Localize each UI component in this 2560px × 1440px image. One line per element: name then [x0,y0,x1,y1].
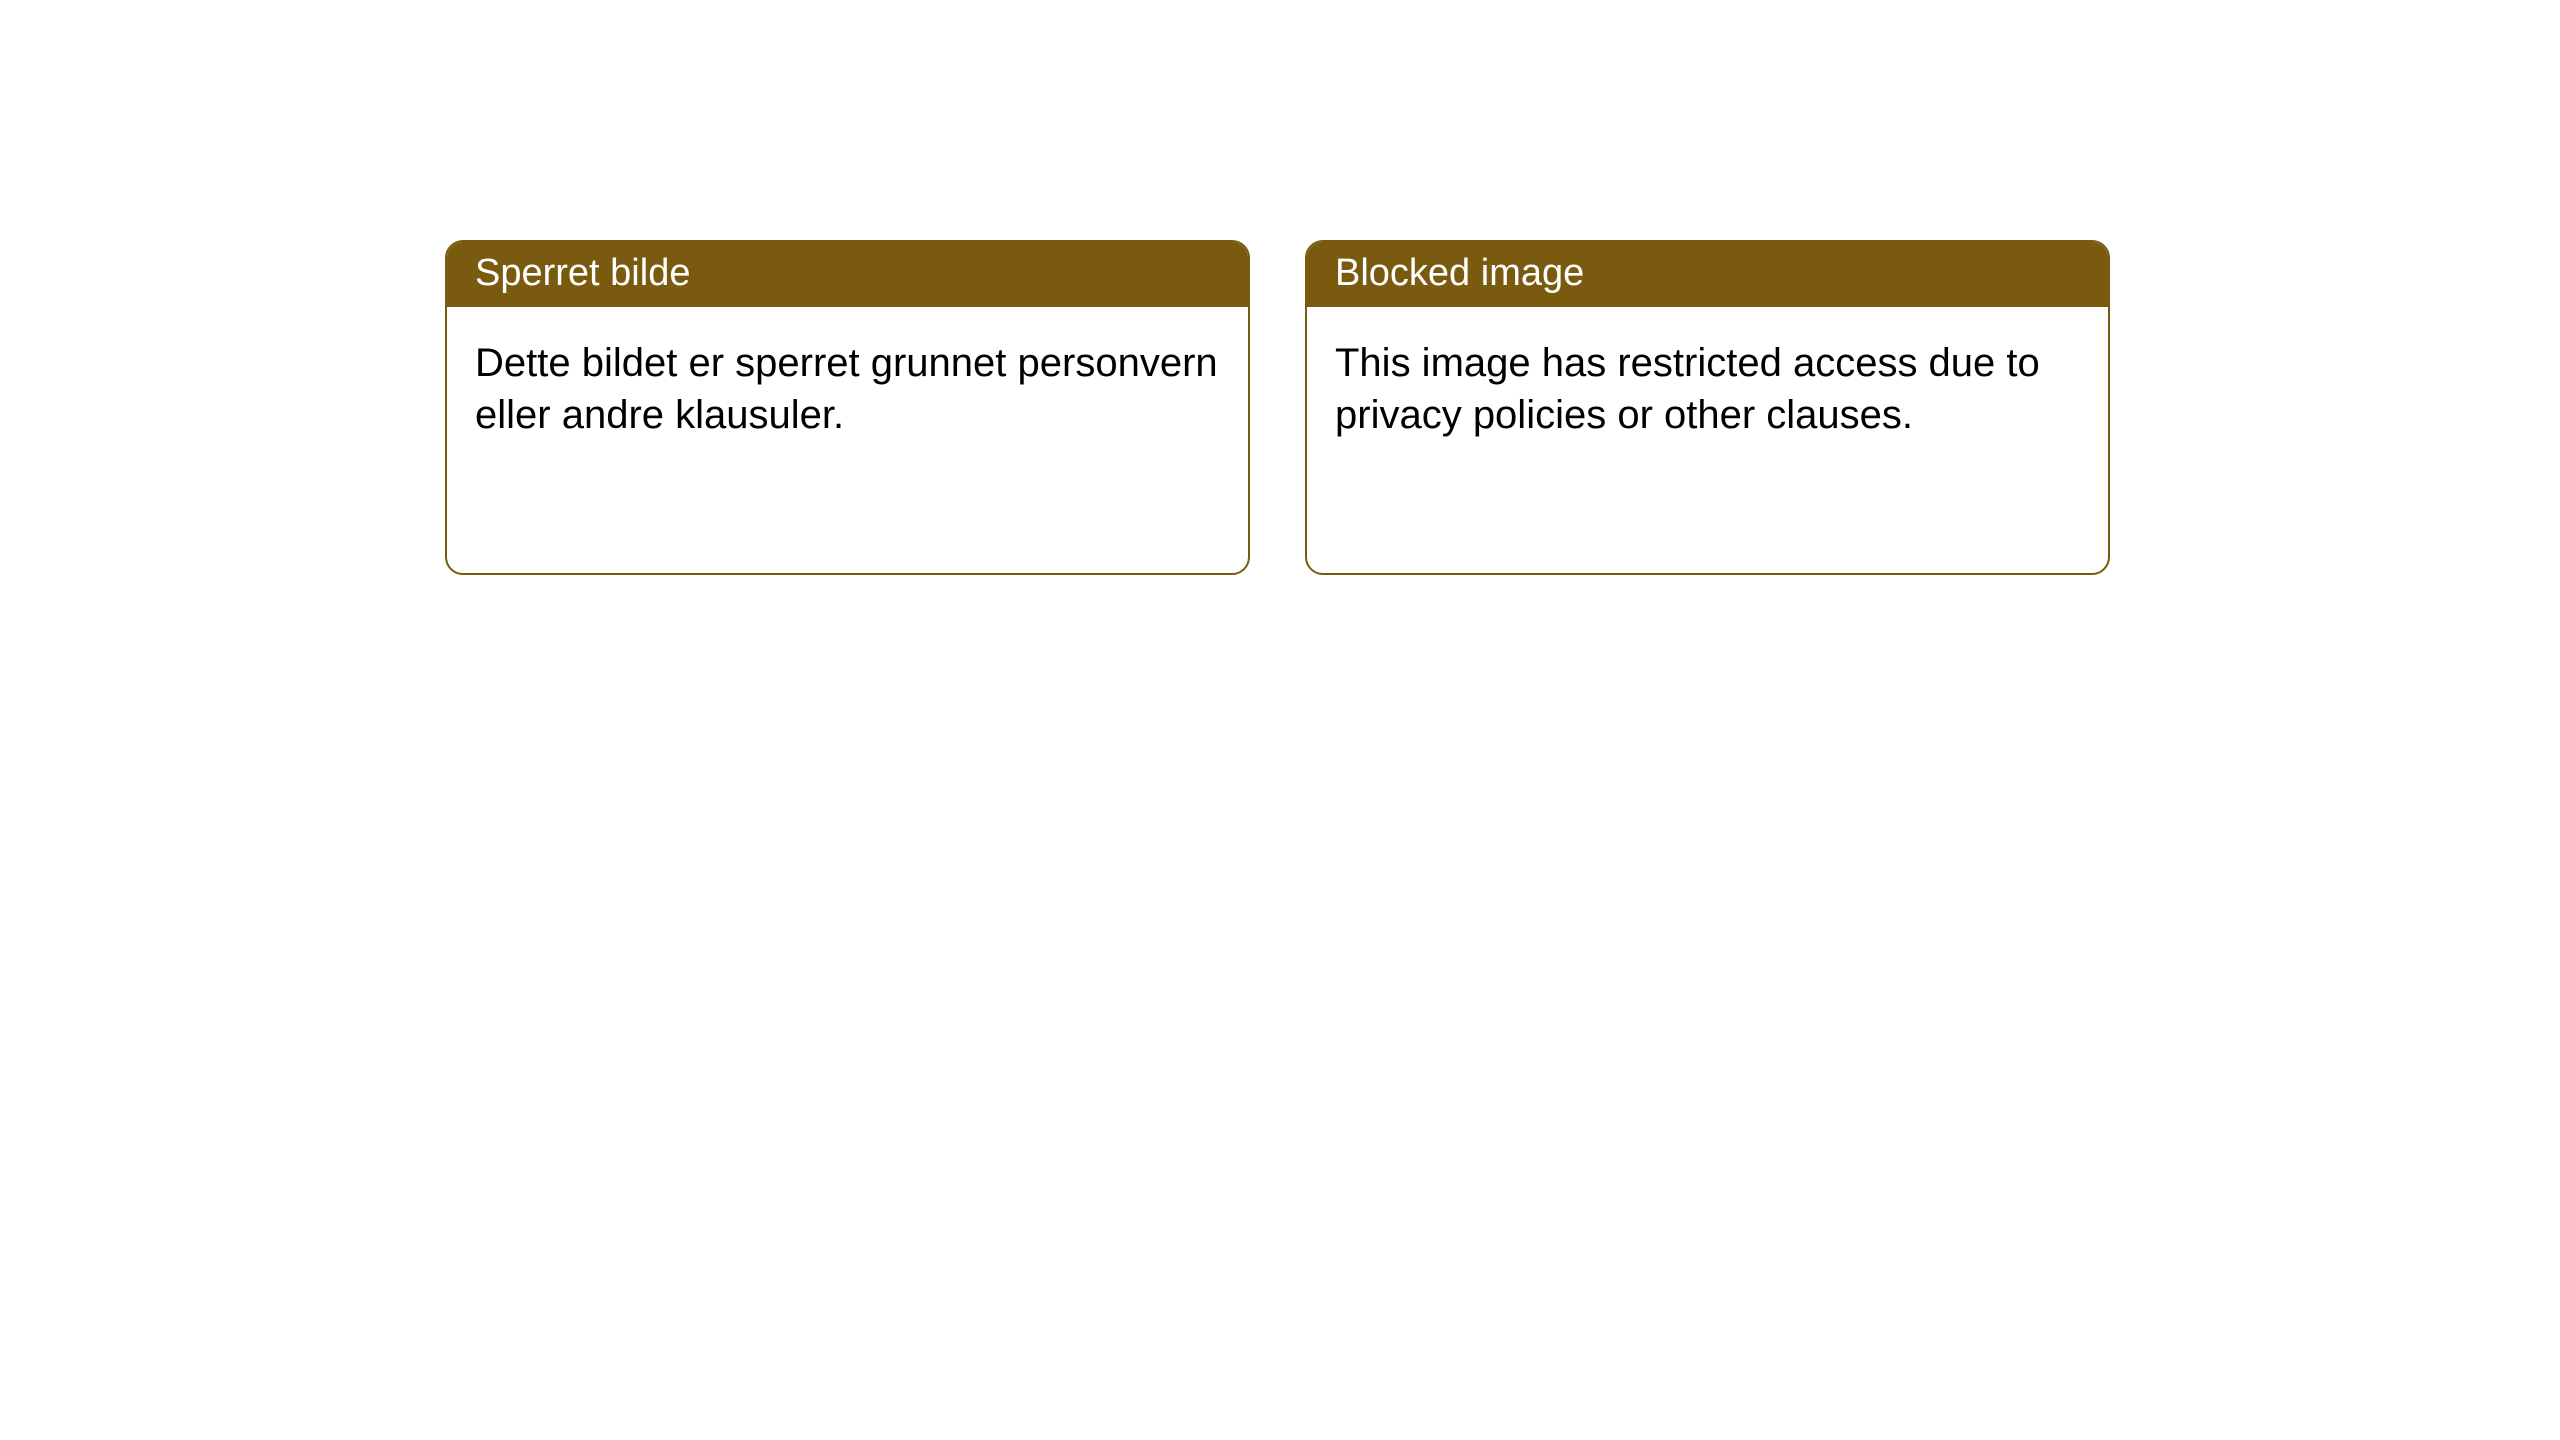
card-header: Blocked image [1307,242,2108,307]
card-message: This image has restricted access due to … [1335,341,2040,437]
notice-card-norwegian: Sperret bilde Dette bildet er sperret gr… [445,240,1250,575]
card-title: Blocked image [1335,252,1584,294]
card-title: Sperret bilde [475,252,690,294]
notice-container: Sperret bilde Dette bildet er sperret gr… [445,240,2110,575]
card-body: Dette bildet er sperret grunnet personve… [447,307,1248,469]
notice-card-english: Blocked image This image has restricted … [1305,240,2110,575]
card-message: Dette bildet er sperret grunnet personve… [475,341,1218,437]
card-header: Sperret bilde [447,242,1248,307]
card-body: This image has restricted access due to … [1307,307,2108,469]
